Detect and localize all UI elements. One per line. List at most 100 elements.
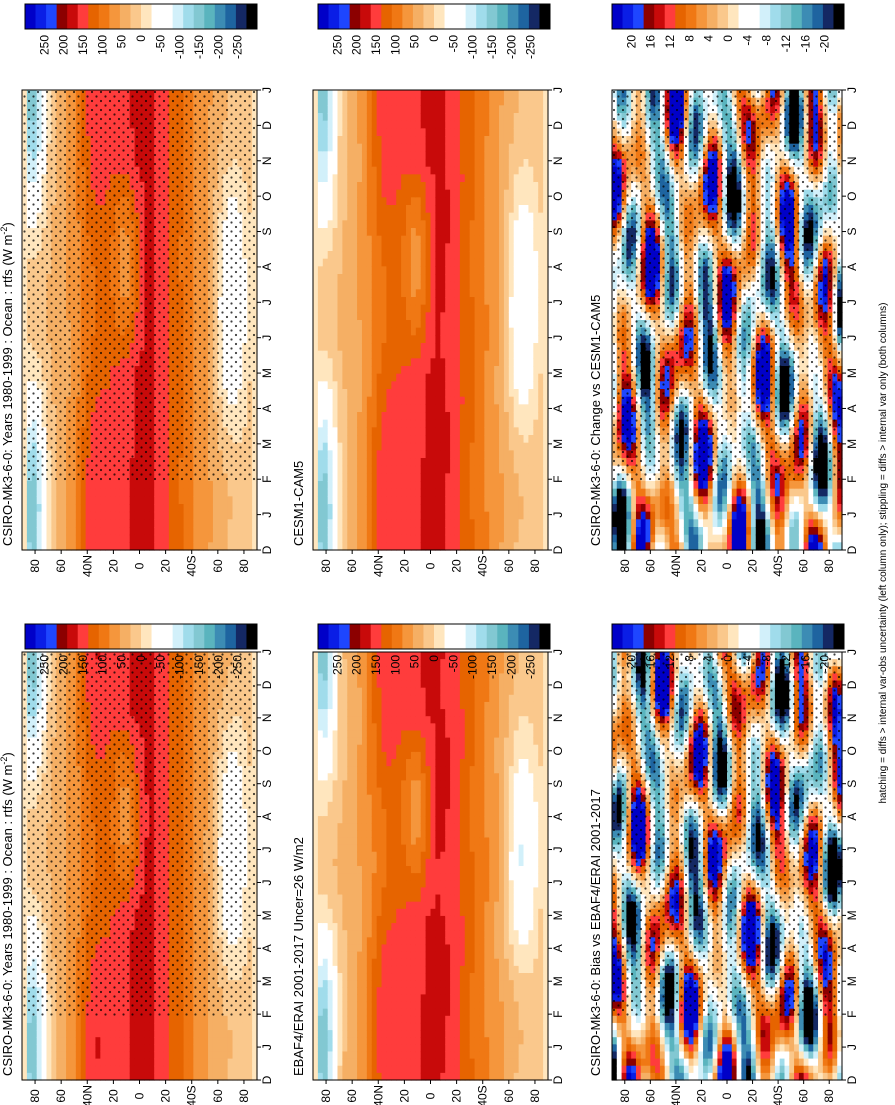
heatmap-cell	[139, 481, 145, 490]
heatmap-cell	[183, 1030, 190, 1038]
heatmap-cell	[217, 1030, 224, 1038]
heatmap-cell	[173, 527, 180, 536]
heatmap-cell	[139, 542, 145, 551]
heatmap-cell	[36, 496, 43, 505]
colorbar-swatch	[235, 624, 247, 649]
heatmap-cell	[31, 542, 38, 551]
heatmap-cell	[159, 1037, 165, 1045]
colorbar-swatch	[162, 624, 174, 649]
heatmap-cell	[85, 481, 92, 490]
heatmap-cell	[144, 1030, 150, 1038]
heatmap-cell	[66, 511, 72, 520]
heatmap-cell	[173, 1015, 180, 1024]
colorbar-swatch	[46, 624, 58, 649]
heatmap-cell	[178, 534, 185, 543]
heatmap-cell	[100, 481, 106, 490]
heatmap-cell	[134, 1065, 141, 1074]
heatmap-cell	[56, 481, 62, 490]
heatmap-cell	[198, 1051, 204, 1060]
heatmap-cell	[129, 1022, 136, 1031]
heatmap-cell	[149, 1044, 155, 1053]
heatmap-cell	[26, 481, 33, 490]
heatmap-cell	[85, 511, 92, 520]
heatmap-cell	[61, 527, 67, 536]
heatmap-cell	[203, 1051, 209, 1060]
heatmap-cell	[70, 1058, 77, 1067]
heatmap-cell	[31, 527, 38, 536]
heatmap-cell	[163, 1058, 170, 1067]
heatmap-cell	[144, 504, 150, 513]
heatmap-cell	[183, 1037, 190, 1045]
heatmap-cell	[159, 1058, 165, 1067]
heatmap-cell	[193, 1051, 199, 1060]
heatmap-cell	[173, 1030, 180, 1038]
heatmap-cell	[227, 1044, 234, 1053]
heatmap-cell	[168, 481, 175, 490]
heatmap-cell	[119, 527, 126, 536]
heatmap-cell	[56, 496, 62, 505]
colorbar-swatch	[141, 624, 152, 649]
heatmap-cell	[75, 481, 82, 490]
heatmap-cell	[129, 1030, 136, 1038]
heatmap-cell	[56, 1058, 62, 1067]
heatmap-cell	[154, 1044, 160, 1053]
heatmap-cell	[110, 527, 116, 536]
heatmap-cell	[100, 1037, 106, 1045]
heatmap-cell	[188, 1037, 194, 1045]
colorbar-swatch	[25, 624, 36, 649]
heatmap-cell	[154, 511, 160, 520]
heatmap-cell	[26, 1065, 33, 1074]
heatmap-cell	[178, 1030, 185, 1038]
heatmap-cell	[51, 504, 57, 513]
heatmap-cell	[134, 1015, 141, 1024]
heatmap-cell	[247, 1015, 253, 1024]
heatmap-cell	[163, 488, 170, 497]
heatmap-cell	[159, 511, 165, 520]
month-tick-label: J	[260, 1044, 274, 1050]
heatmap-cell	[51, 1030, 57, 1038]
heatmap-cell	[85, 496, 92, 505]
heatmap-cell	[144, 1037, 150, 1045]
heatmap-cell	[105, 1015, 111, 1024]
heatmap-cell	[31, 504, 38, 513]
heatmap-cell	[110, 504, 116, 513]
heatmap-cell	[110, 1044, 116, 1053]
heatmap-cell	[80, 1065, 87, 1074]
heatmap-cell	[168, 1051, 175, 1060]
heatmap-cell	[41, 504, 48, 513]
heatmap-cell	[80, 1044, 87, 1053]
heatmap-cell	[26, 1051, 33, 1060]
heatmap-cell	[222, 1065, 229, 1074]
heatmap-cell	[168, 527, 175, 536]
heatmap-cell	[212, 1037, 219, 1045]
heatmap-cell	[168, 519, 175, 528]
heatmap-cell	[124, 1051, 131, 1060]
heatmap-cell	[178, 1051, 185, 1060]
heatmap-cell	[242, 1022, 248, 1031]
heatmap-cell	[51, 511, 57, 520]
heatmap-cell	[149, 1072, 155, 1081]
colorbar-swatch	[130, 624, 142, 649]
latitude-tick-label: 80	[237, 1089, 251, 1103]
heatmap-cell	[61, 1058, 67, 1067]
heatmap-cell	[46, 504, 52, 513]
heatmap-cell	[163, 527, 170, 536]
heatmap-cell	[110, 1037, 116, 1045]
heatmap-cell	[124, 504, 131, 513]
heatmap-cell	[90, 1065, 97, 1074]
heatmap-cell	[144, 1015, 150, 1024]
heatmap-cell	[75, 527, 82, 536]
heatmap-cell	[105, 1072, 111, 1081]
heatmap-cell	[154, 1051, 160, 1060]
colorbar-swatch	[98, 624, 110, 649]
heatmap-cell	[56, 1044, 62, 1053]
colorbar-swatch	[225, 624, 237, 649]
heatmap-cell	[232, 1044, 239, 1053]
heatmap-cell	[222, 1037, 229, 1045]
heatmap-cell	[80, 481, 87, 490]
heatmap-cell	[66, 542, 72, 551]
heatmap-cell	[154, 1015, 160, 1024]
heatmap-cell	[208, 1072, 214, 1081]
heatmap-cell	[134, 1022, 141, 1031]
heatmap-cell	[198, 1030, 204, 1038]
